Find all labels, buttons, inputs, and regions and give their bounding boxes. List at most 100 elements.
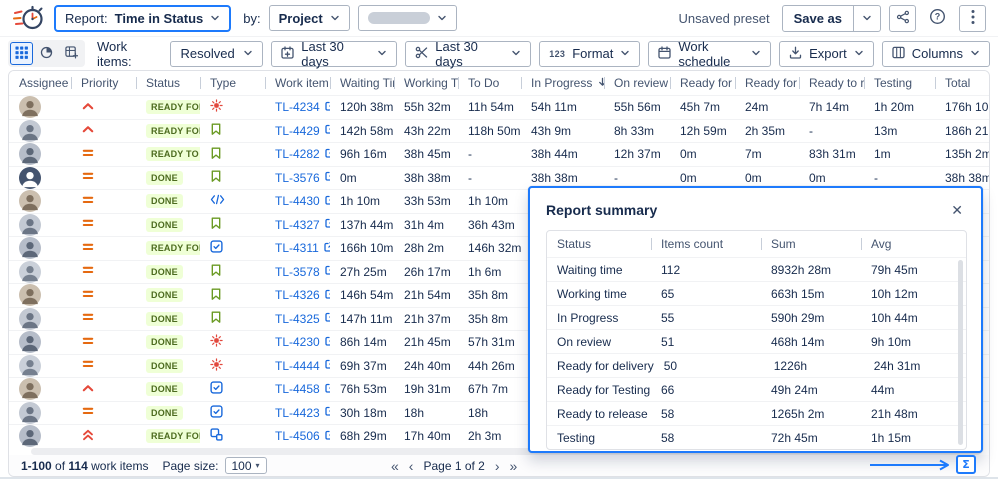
table-row[interactable]: READY FOR ... TL-4234 120h 38m 55h 32m 11h 5… xyxy=(9,95,989,119)
work-item-key: TL-4282 xyxy=(275,147,320,162)
table-row[interactable]: DONE TL-4423 30h 18m 18h 18h xyxy=(9,400,989,425)
priority-cell xyxy=(71,216,136,233)
share-button[interactable] xyxy=(889,4,916,32)
table-row[interactable]: DONE TL-4230 86h 14m 21h 45m 57h 31m xyxy=(9,330,989,354)
time-cell: 12h 59m xyxy=(680,123,727,138)
created-date-range-dropdown[interactable]: Last 30 days xyxy=(271,39,398,69)
column-header-ready-to-rel[interactable]: Ready to rel... xyxy=(799,71,864,95)
time-cell: 18h xyxy=(404,405,425,420)
summary-column-header-avg: Avg xyxy=(861,231,956,257)
summary-value: 72h 45m xyxy=(771,430,818,445)
table-row[interactable]: DONE TL-3578 27h 25m 26h 17m 1h 6m xyxy=(9,259,989,284)
column-header-in-progress[interactable]: In Progress xyxy=(521,71,604,95)
close-icon[interactable]: ✕ xyxy=(951,202,963,218)
view-mode-matrix-button[interactable] xyxy=(60,42,83,65)
table-row[interactable]: DONE TL-4430 1h 10m 33h 53m 1h 10m xyxy=(9,189,989,213)
work-item-link[interactable]: TL-4325 xyxy=(275,311,330,326)
time-cell: 2h 35m xyxy=(745,123,786,138)
summary-status-name: Waiting time xyxy=(557,262,623,277)
report-selector[interactable]: Report: Time in Status xyxy=(54,4,232,32)
column-header-waiting-time[interactable]: Waiting Time xyxy=(330,71,394,95)
popup-scrollbar[interactable] xyxy=(958,260,963,445)
type-cell xyxy=(200,194,265,208)
status-cell: READY FOR ... xyxy=(136,123,200,138)
table-row[interactable]: READY FOR ... TL-4429 142h 58m 43h 22m 118h … xyxy=(9,118,989,143)
priority-cell xyxy=(71,428,136,445)
group-by-dropdown[interactable]: Project xyxy=(268,5,350,31)
task-icon xyxy=(210,405,223,421)
column-header-to-do[interactable]: To Do xyxy=(458,71,521,95)
export-dropdown[interactable]: Export xyxy=(779,40,874,67)
work-item-link[interactable]: TL-4444 xyxy=(275,358,330,373)
work-item-link[interactable]: TL-4311 xyxy=(275,241,330,256)
next-page-button[interactable]: › xyxy=(494,457,500,474)
columns-dropdown[interactable]: Columns xyxy=(881,40,990,67)
page-size-dropdown[interactable]: 100 ▾ xyxy=(224,457,267,474)
column-header-testing[interactable]: Testing xyxy=(864,71,935,95)
work-item-link[interactable]: TL-3576 xyxy=(275,170,330,185)
work-items-label: Work items: xyxy=(97,38,132,69)
task-icon xyxy=(210,381,223,397)
table-row[interactable]: DONE TL-4327 137h 44m 31h 4m 36h 43m xyxy=(9,212,989,237)
table-row[interactable]: DONE TL-4326 146h 54m 21h 54m 35h 8m xyxy=(9,283,989,307)
column-header-work-item-k[interactable]: Work item k... xyxy=(265,71,330,95)
summary-row: Testing 58 72h 45m 1h 15m xyxy=(547,425,966,449)
time-cell: 35h 8m xyxy=(468,311,509,326)
column-header-status[interactable]: Status xyxy=(136,71,200,95)
work-items-filter-dropdown[interactable]: Resolved xyxy=(170,40,264,67)
column-header-label: Ready for T... xyxy=(745,76,799,90)
work-item-link[interactable]: TL-4326 xyxy=(275,288,330,303)
column-header-label: Working Time xyxy=(404,76,458,90)
column-header-priority[interactable]: Priority xyxy=(71,71,136,95)
horizontal-scrollbar[interactable] xyxy=(31,448,981,455)
format-dropdown[interactable]: 123 Format xyxy=(539,40,641,67)
last-page-button[interactable]: » xyxy=(509,457,518,474)
work-item-link[interactable]: TL-4458 xyxy=(275,382,330,397)
report-summary-sigma-button[interactable]: Σ xyxy=(956,455,976,474)
work-schedule-dropdown[interactable]: Work schedule xyxy=(648,39,772,69)
first-page-button[interactable]: « xyxy=(391,457,399,474)
column-header-total[interactable]: Total xyxy=(935,71,989,95)
chevron-down-icon xyxy=(751,46,761,61)
column-header-ready-for-d[interactable]: Ready for d... xyxy=(670,71,735,95)
table-row[interactable]: READY FOR ... TL-4506 68h 29m 17h 40m 2h 3m xyxy=(9,424,989,448)
work-item-link[interactable]: TL-4327 xyxy=(275,217,330,232)
more-actions-button[interactable] xyxy=(959,4,986,32)
column-header-working-time[interactable]: Working Time xyxy=(394,71,458,95)
prev-page-button[interactable]: ‹ xyxy=(408,457,414,474)
table-row[interactable]: DONE TL-3576 0m 38h 38m - 38h 38m - 0m 0m 0m - 38h … xyxy=(9,165,989,190)
story-icon xyxy=(210,287,222,304)
save-as-menu-button[interactable] xyxy=(853,5,880,31)
view-mode-grid-button[interactable] xyxy=(10,42,33,65)
priority-medium-icon xyxy=(81,357,95,374)
help-button[interactable]: ? xyxy=(924,4,951,32)
work-item-link[interactable]: TL-4423 xyxy=(275,405,330,420)
work-item-link[interactable]: TL-4230 xyxy=(275,335,330,350)
work-item-link[interactable]: TL-4234 xyxy=(275,100,330,115)
resolved-date-range-dropdown[interactable]: Last 30 days xyxy=(405,39,532,69)
table-row[interactable]: DONE TL-4444 69h 37m 24h 40m 44h 26m xyxy=(9,353,989,378)
column-header-type[interactable]: Type xyxy=(200,71,265,95)
project-filter-dropdown[interactable] xyxy=(357,5,457,31)
work-item-link[interactable]: TL-4430 xyxy=(275,194,330,209)
column-header-ready-for-t[interactable]: Ready for T... xyxy=(735,71,799,95)
table-row[interactable]: DONE TL-4458 76h 53m 19h 31m 67h 7m xyxy=(9,377,989,401)
work-item-link[interactable]: TL-4429 xyxy=(275,123,330,138)
work-item-link[interactable]: TL-3578 xyxy=(275,264,330,279)
table-row[interactable]: READY FOR ... TL-4311 166h 10m 28h 2m 146h 3… xyxy=(9,236,989,260)
table-row[interactable]: READY TO R... TL-4282 96h 16m 38h 45m - 38h 4… xyxy=(9,142,989,166)
work-item-cell: TL-3578 xyxy=(265,264,330,279)
summary-value: 8932h 28m xyxy=(771,262,832,277)
work-item-link[interactable]: TL-4282 xyxy=(275,147,330,162)
time-cell: 135h 2m xyxy=(945,147,990,162)
view-mode-chart-button[interactable] xyxy=(35,42,58,65)
save-as-button[interactable]: Save as xyxy=(793,10,842,26)
column-header-on-review[interactable]: On review xyxy=(604,71,670,95)
status-badge: DONE xyxy=(146,288,183,303)
assignee-avatar xyxy=(9,213,71,236)
work-item-link[interactable]: TL-4506 xyxy=(275,429,330,444)
time-cell: 83h 31m xyxy=(809,147,856,162)
column-header-assignee[interactable]: Assignee xyxy=(9,71,71,95)
table-row[interactable]: DONE TL-4325 147h 11m 21h 37m 35h 8m xyxy=(9,306,989,331)
caret-down-icon: ▾ xyxy=(255,461,260,470)
